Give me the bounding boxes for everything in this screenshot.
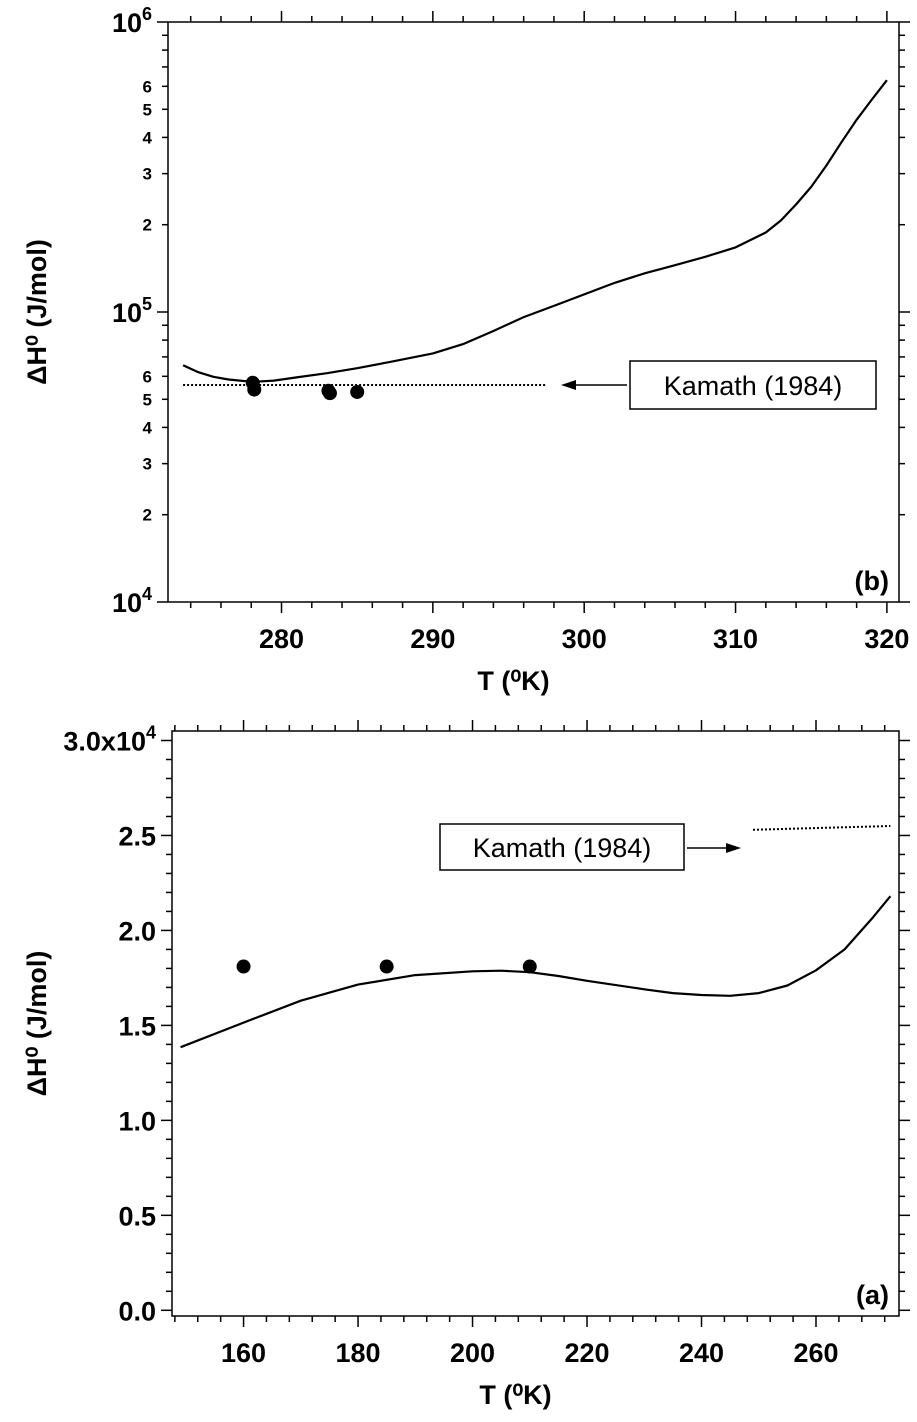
plot-frame <box>171 730 900 1317</box>
y-axis-title: ΔH⁰ (J/mol) <box>22 239 52 385</box>
data-point <box>322 386 337 401</box>
kamath-dotted-line <box>752 825 891 831</box>
y-tick-label: 1.5 <box>118 1011 156 1041</box>
x-tick-label: 160 <box>221 1338 266 1368</box>
annotation-box <box>629 360 877 410</box>
x-axis: 280 290 300 310 320 <box>189 11 909 654</box>
y-tick-label: 105 <box>112 294 152 328</box>
annotation-box <box>439 823 685 871</box>
y-tick-label: 0.5 <box>118 1201 156 1231</box>
y-tick-label: 2.0 <box>118 916 156 946</box>
data-point <box>522 959 537 974</box>
y-tick-label: 0.0 <box>118 1296 156 1326</box>
model-curve <box>182 79 888 383</box>
y-minor-label: 2 <box>143 506 152 525</box>
annotation-arrowhead <box>561 380 576 390</box>
annotation-label: Kamath (1984) <box>664 371 843 401</box>
x-tick-label: 200 <box>450 1338 495 1368</box>
plot-frame <box>167 21 900 603</box>
x-axis-title: T (⁰K) <box>479 1380 551 1410</box>
y-minor-label: 4 <box>143 128 153 147</box>
annotation-arrowhead <box>726 843 741 853</box>
y-tick-label: 3.0x104 <box>63 722 156 756</box>
panel-label: (a) <box>856 1280 889 1310</box>
x-tick-label: 320 <box>864 624 909 654</box>
data-point <box>247 382 262 397</box>
data-point <box>236 959 251 974</box>
x-tick-label: 280 <box>259 624 304 654</box>
model-curve <box>180 895 892 1049</box>
x-tick-label: 300 <box>562 624 607 654</box>
y-minor-label: 5 <box>143 100 152 119</box>
annotation-label: Kamath (1984) <box>473 833 652 863</box>
y-axis-title: ΔH⁰ (J/mol) <box>22 951 52 1097</box>
x-tick-label: 310 <box>713 624 758 654</box>
y-minor-label: 6 <box>143 367 152 386</box>
x-axis: 160 180 200 220 240 260 <box>174 720 886 1368</box>
x-tick-label: 260 <box>793 1338 838 1368</box>
y-tick-label: 106 <box>112 4 152 38</box>
panel-1: 160 180 200 220 240 260 0.0 0.5 1.0 1.5 2.0 2.5 3.0x… <box>22 720 910 1410</box>
y-minor-label: 2 <box>143 216 152 235</box>
x-tick-label: 220 <box>564 1338 609 1368</box>
y-minor-label: 6 <box>143 77 152 96</box>
y-minor-label: 3 <box>143 455 152 474</box>
x-tick-label: 180 <box>336 1338 381 1368</box>
y-tick-label: 104 <box>112 584 152 618</box>
x-tick-label: 290 <box>410 624 455 654</box>
data-point <box>350 384 365 399</box>
y-tick-label: 2.5 <box>118 821 156 851</box>
y-minor-label: 3 <box>143 165 152 184</box>
y-minor-label: 5 <box>143 390 152 409</box>
y-axis: 2 3 4 5 6 2 3 4 5 6 104 105 106 <box>112 4 910 618</box>
panel-0: 280 290 300 310 320 2 3 4 5 6 2 3 4 5 6 104 105 106 T (⁰K)… <box>22 4 910 696</box>
y-axis: 0.0 0.5 1.0 1.5 2.0 2.5 3.0x104 <box>63 722 910 1326</box>
panel-label: (b) <box>855 566 889 596</box>
data-point <box>379 959 394 974</box>
x-tick-label: 240 <box>679 1338 724 1368</box>
y-tick-label: 1.0 <box>118 1106 156 1136</box>
x-axis-title: T (⁰K) <box>477 666 549 696</box>
y-minor-label: 4 <box>143 418 153 437</box>
